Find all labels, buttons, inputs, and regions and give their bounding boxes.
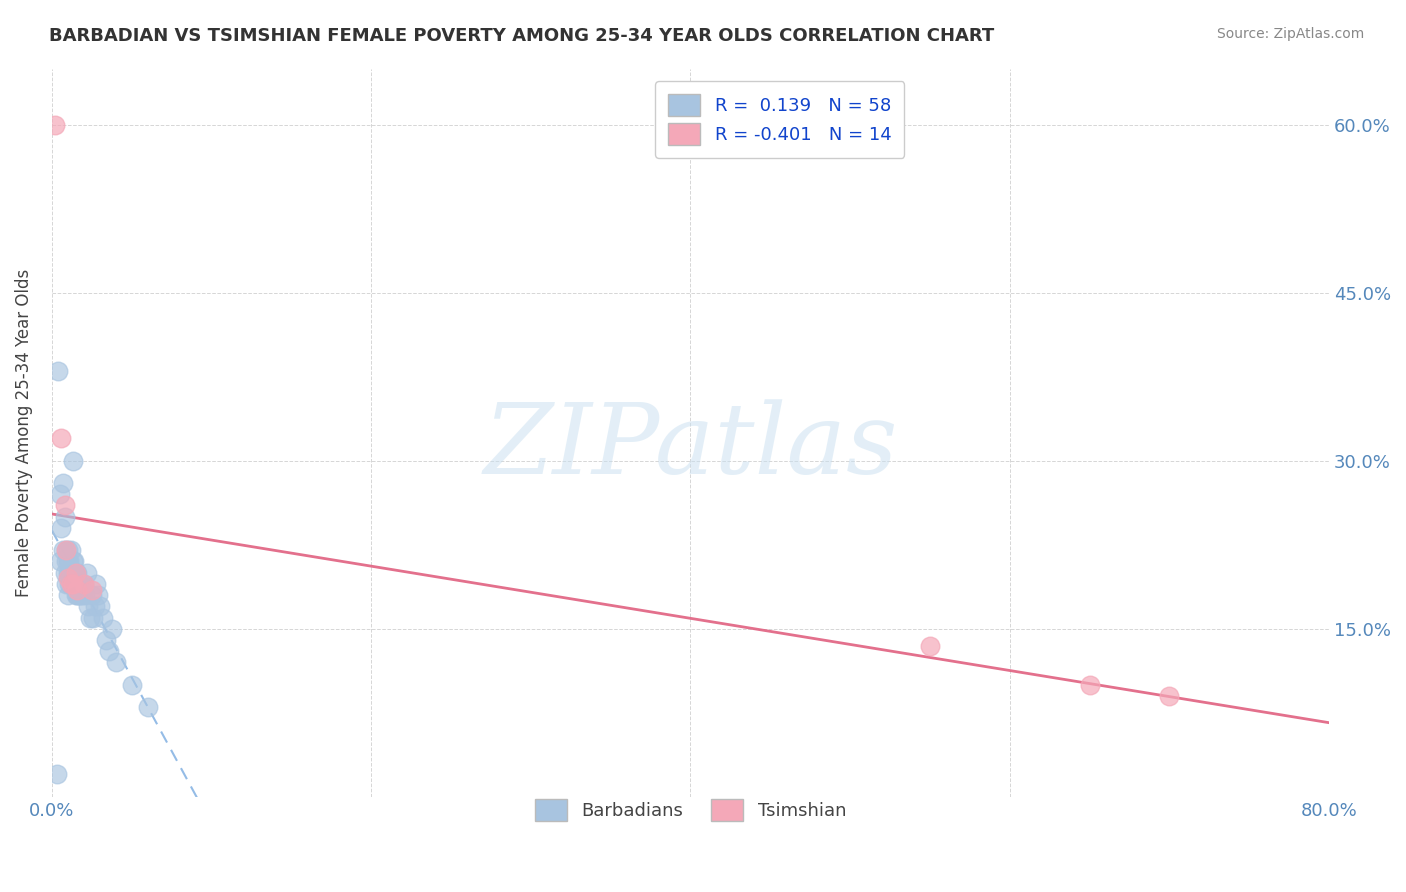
Point (59, 566, 82, 580)
Point (53, 499, 76, 513)
Point (58, 577, 80, 591)
Point (45, 767, 67, 781)
Point (59, 577, 82, 591)
Text: Source: ZipAtlas.com: Source: ZipAtlas.com (1216, 27, 1364, 41)
Point (94, 632, 117, 647)
Point (918, 639, 941, 653)
Point (80, 588, 103, 602)
Point (65, 577, 87, 591)
Point (63, 566, 86, 580)
Point (121, 678, 143, 692)
Point (62, 577, 84, 591)
Point (104, 656, 127, 670)
Point (101, 622, 124, 636)
Point (56, 571, 79, 585)
Point (59, 577, 82, 591)
Point (63, 577, 86, 591)
Point (67, 588, 90, 602)
Text: ZIPatlas: ZIPatlas (484, 400, 897, 495)
Point (69, 588, 91, 602)
Point (136, 700, 159, 714)
Legend: Barbadians, Tsimshian: Barbadians, Tsimshian (520, 784, 860, 835)
Point (89, 599, 111, 614)
Text: BARBADIAN VS TSIMSHIAN FEMALE POVERTY AMONG 25-34 YEAR OLDS CORRELATION CHART: BARBADIAN VS TSIMSHIAN FEMALE POVERTY AM… (49, 27, 994, 45)
Point (58, 566, 80, 580)
Point (59, 543, 82, 558)
Point (62, 554, 84, 568)
Point (69, 577, 91, 591)
Point (77, 599, 100, 614)
Point (80, 582, 103, 597)
Point (56, 588, 79, 602)
Point (44, 118, 66, 132)
Point (66, 577, 89, 591)
Point (65, 566, 87, 580)
Point (67, 577, 90, 591)
Point (91, 610, 114, 624)
Y-axis label: Female Poverty Among 25-34 Year Olds: Female Poverty Among 25-34 Year Olds (15, 268, 32, 597)
Point (55, 554, 77, 568)
Point (82, 610, 104, 624)
Point (62, 453, 84, 467)
Point (62, 566, 84, 580)
Point (73, 577, 96, 591)
Point (56, 543, 79, 558)
Point (65, 588, 87, 602)
Point (52, 543, 75, 558)
Point (1159, 689, 1181, 703)
Point (65, 566, 87, 580)
Point (48, 554, 70, 568)
Point (48, 487, 70, 501)
Point (56, 554, 79, 568)
Point (52, 476, 75, 491)
Point (55, 543, 77, 558)
Point (66, 582, 89, 597)
Point (86, 577, 108, 591)
Point (51, 431, 73, 445)
Point (63, 554, 86, 568)
Point (56, 566, 79, 580)
Point (53, 509, 76, 524)
Point (83, 599, 105, 614)
Point (58, 554, 80, 568)
Point (62, 577, 84, 591)
Point (79, 610, 101, 624)
Point (1078, 678, 1101, 692)
Point (98, 644, 121, 658)
Point (46, 364, 69, 378)
Point (70, 588, 93, 602)
Point (53, 566, 76, 580)
Point (55, 543, 77, 558)
Point (66, 588, 89, 602)
Point (76, 566, 98, 580)
Point (75, 588, 97, 602)
Point (51, 521, 73, 535)
Point (66, 566, 89, 580)
Point (87, 588, 110, 602)
Point (73, 577, 96, 591)
Point (55, 577, 77, 591)
